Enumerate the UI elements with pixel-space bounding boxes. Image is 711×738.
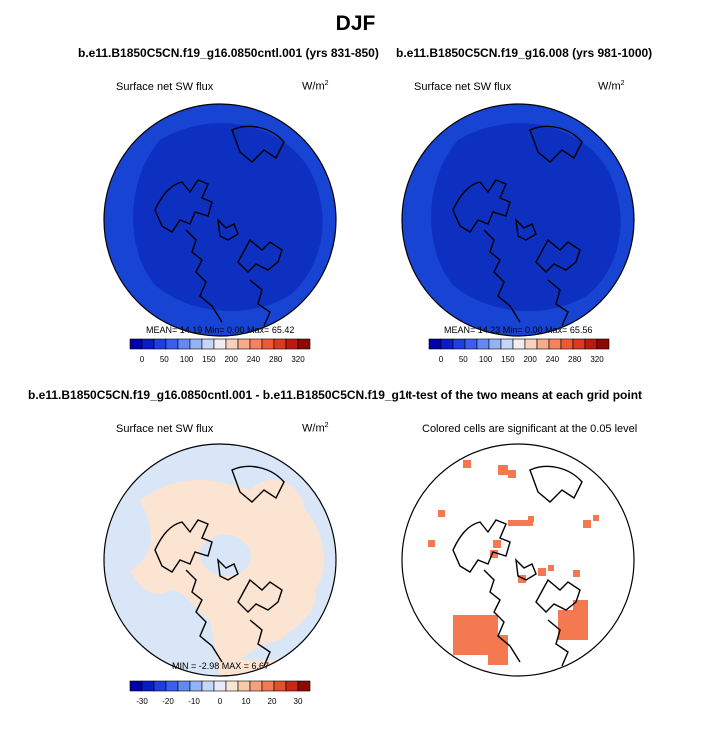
colorbar-swatch <box>273 680 287 692</box>
colorbar-swatch <box>201 338 215 350</box>
panel3-colorbar: -30 -20 -10 0 10 20 30 <box>129 680 311 706</box>
colorbar-swatch <box>560 338 574 350</box>
colorbar-swatch <box>596 338 610 350</box>
colorbar-swatch <box>141 680 155 692</box>
colorbar-swatch <box>225 680 239 692</box>
panel4-map <box>401 443 635 677</box>
page-title: DJF <box>335 12 376 35</box>
colorbar-tick-label: 240 <box>247 355 261 364</box>
colorbar-swatch <box>189 338 203 350</box>
colorbar-tick-label: 100 <box>479 355 493 364</box>
colorbar-tick-label: 50 <box>459 355 468 364</box>
colorbar-tick-label: 100 <box>180 355 194 364</box>
colorbar-swatch <box>153 680 167 692</box>
colorbar-tick-label: 150 <box>501 355 515 364</box>
colorbar-swatch <box>297 338 311 350</box>
panel1-colorbar: 0 50 100 150 200 240 280 320 <box>129 338 311 364</box>
panel2-unit: W/m2 <box>598 80 625 93</box>
colorbar-tick-label: 320 <box>291 355 305 364</box>
panel2-map <box>401 103 635 337</box>
colorbar-swatch <box>249 338 263 350</box>
colorbar-tick-label: 0 <box>140 355 145 364</box>
colorbar-tick-label: 10 <box>242 697 251 706</box>
colorbar-swatch <box>177 338 191 350</box>
colorbar-swatch <box>512 338 526 350</box>
panel2-case-title: b.e11.B1850C5CN.f19_g16.008 (yrs 981-100… <box>396 46 653 60</box>
colorbar-tick-label: 150 <box>202 355 216 364</box>
colorbar-swatch <box>237 338 251 350</box>
colorbar-tick-label: 20 <box>268 697 277 706</box>
panel1-map <box>103 103 337 337</box>
panel2-colorbar: 0 50 100 150 200 240 280 320 <box>428 338 610 364</box>
panel2-stats: MEAN= 14.23 Min= 0.00 Max= 65.56 <box>444 325 593 335</box>
panel3-map <box>103 443 337 677</box>
colorbar-swatch <box>536 338 550 350</box>
colorbar-tick-label: -20 <box>162 697 174 706</box>
colorbar-tick-label: 200 <box>224 355 238 364</box>
colorbar-swatch <box>261 338 275 350</box>
colorbar-swatch <box>584 338 598 350</box>
colorbar-swatch <box>237 680 251 692</box>
colorbar-swatch <box>249 680 263 692</box>
colorbar-swatch <box>297 680 311 692</box>
colorbar-swatch <box>524 338 538 350</box>
colorbar-swatch <box>488 338 502 350</box>
panel1-case-title: b.e11.B1850C5CN.f19_g16.0850cntl.001 (yr… <box>78 46 379 60</box>
colorbar-tick-label: 30 <box>294 697 303 706</box>
panel4-title: t-test of the two means at each grid poi… <box>408 388 643 402</box>
colorbar-swatch <box>165 680 179 692</box>
colorbar-swatch <box>177 680 191 692</box>
panel3-unit: W/m2 <box>302 422 329 435</box>
colorbar-tick-label: 320 <box>590 355 604 364</box>
colorbar-tick-label: 240 <box>546 355 560 364</box>
colorbar-tick-label: 0 <box>439 355 444 364</box>
colorbar-swatch <box>153 338 167 350</box>
colorbar-swatch <box>165 338 179 350</box>
colorbar-swatch <box>500 338 514 350</box>
colorbar-tick-label: -10 <box>188 697 200 706</box>
panel3-stats: MIN = -2.98 MAX = 6.67 <box>172 661 270 671</box>
colorbar-swatch <box>201 680 215 692</box>
colorbar-tick-label: 200 <box>523 355 537 364</box>
panel3-case-title: b.e11.B1850C5CN.f19_g16.0850cntl.001 - b… <box>28 388 408 402</box>
panel1-unit: W/m2 <box>302 80 329 93</box>
colorbar-tick-label: 0 <box>218 697 223 706</box>
panel2-variable: Surface net SW flux <box>414 81 512 93</box>
colorbar-swatch <box>428 338 442 350</box>
colorbar-swatch <box>464 338 478 350</box>
colorbar-swatch <box>273 338 287 350</box>
colorbar-swatch <box>452 338 466 350</box>
colorbar-tick-label: 280 <box>269 355 283 364</box>
colorbar-swatch <box>261 680 275 692</box>
colorbar-swatch <box>213 680 227 692</box>
panel1-stats: MEAN= 14.19 Min= 0.00 Max= 65.42 <box>146 325 295 335</box>
colorbar-swatch <box>129 338 143 350</box>
colorbar-tick-label: 280 <box>568 355 582 364</box>
panel4-variable: Colored cells are significant at the 0.0… <box>422 423 638 435</box>
colorbar-tick-label: -30 <box>136 697 148 706</box>
colorbar-swatch <box>440 338 454 350</box>
colorbar-swatch <box>189 680 203 692</box>
colorbar-swatch <box>548 338 562 350</box>
colorbar-swatch <box>476 338 490 350</box>
colorbar-swatch <box>225 338 239 350</box>
colorbar-swatch <box>129 680 143 692</box>
panel3-variable: Surface net SW flux <box>116 423 214 435</box>
colorbar-swatch <box>572 338 586 350</box>
colorbar-tick-label: 50 <box>160 355 169 364</box>
panel1-variable: Surface net SW flux <box>116 81 214 93</box>
colorbar-swatch <box>141 338 155 350</box>
colorbar-swatch <box>213 338 227 350</box>
colorbar-swatch <box>285 680 299 692</box>
colorbar-swatch <box>285 338 299 350</box>
